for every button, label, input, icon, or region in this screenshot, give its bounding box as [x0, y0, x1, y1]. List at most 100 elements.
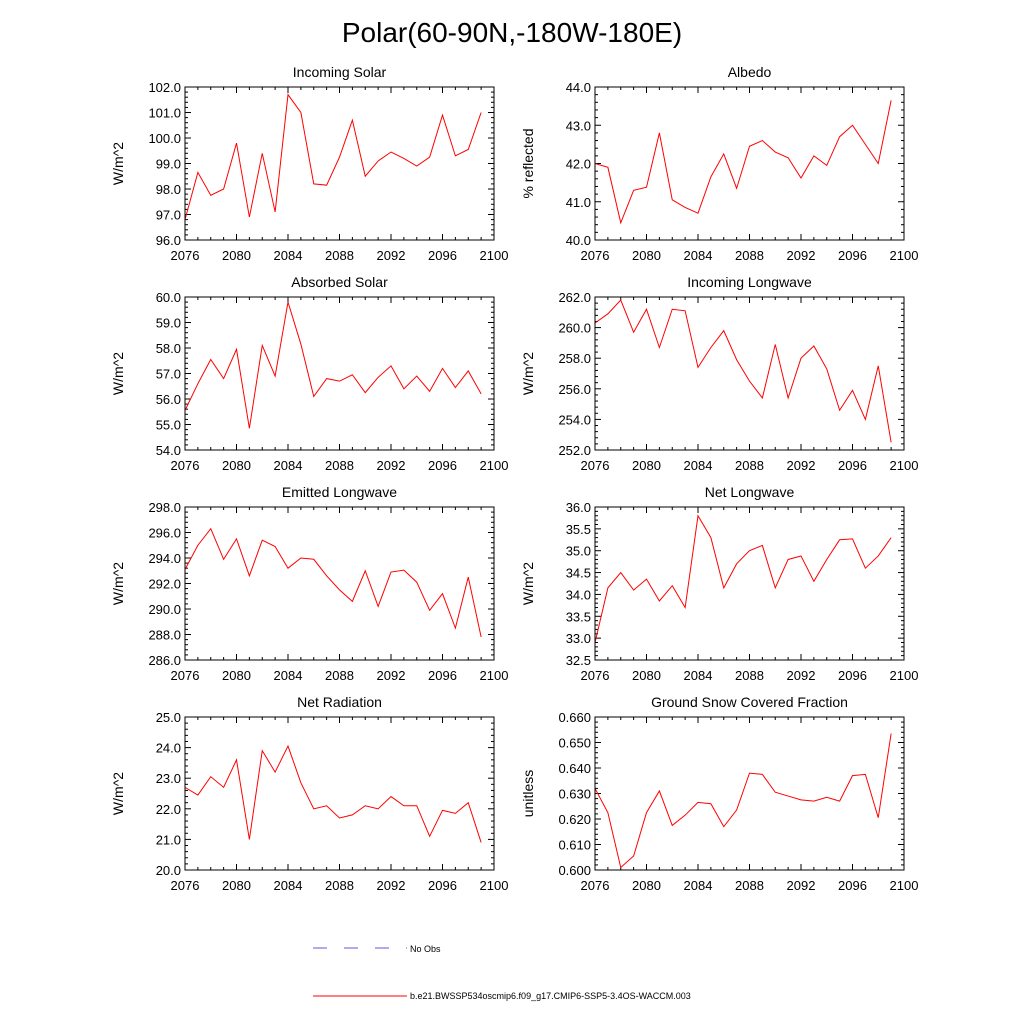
y-tick-label: 298.0	[148, 500, 181, 515]
x-tick-label: 2080	[632, 668, 661, 683]
y-tick-label: 32.5	[566, 653, 591, 668]
y-tick-label: 0.620	[558, 812, 591, 827]
legend: No Obs b.e21.BWSSP534oscmip6.f09_g17.CMI…	[313, 944, 691, 1001]
chart-panel-4: Incoming Longwave W/m^2 2076 2080 2084 2088 20…	[520, 274, 918, 473]
x-tick-label: 2080	[632, 248, 661, 263]
series-line	[184, 527, 482, 638]
x-tick-label: 2080	[222, 458, 251, 473]
figure-title: Polar(60-90N,-180W-180E)	[342, 17, 682, 48]
x-tick-label: 2076	[171, 458, 200, 473]
y-tick-label: 0.640	[558, 761, 591, 776]
y-tick-label: 59.0	[156, 316, 181, 331]
y-tick-label: 296.0	[148, 526, 181, 541]
x-tick-label: 2076	[581, 248, 610, 263]
y-tick-label: 22.0	[156, 802, 181, 817]
x-tick-label: 2092	[787, 458, 816, 473]
legend-model-label: b.e21.BWSSP534oscmip6.f09_g17.CMIP6-SSP5…	[410, 991, 691, 1001]
series-line	[594, 514, 892, 643]
x-tick-label: 2100	[890, 458, 919, 473]
y-tick-label: 101.0	[148, 106, 181, 121]
series-line	[184, 744, 482, 843]
plot-frame	[184, 716, 495, 871]
y-tick-label: 98.0	[156, 182, 181, 197]
chart-panel-7: Net Radiation W/m^2 2076 2080 2084 2088 2092 20…	[110, 694, 508, 893]
y-tick-label: 288.0	[148, 628, 181, 643]
y-tick-label: 0.630	[558, 787, 591, 802]
y-tick-label: 292.0	[148, 577, 181, 592]
x-tick-label: 2076	[581, 878, 610, 893]
x-tick-label: 2088	[325, 248, 354, 263]
x-tick-label: 2088	[325, 458, 354, 473]
y-tick-label: 258.0	[558, 351, 591, 366]
y-tick-label: 0.650	[558, 736, 591, 751]
x-tick-label: 2088	[735, 458, 764, 473]
y-tick-label: 290.0	[148, 602, 181, 617]
x-tick-label: 2088	[325, 668, 354, 683]
x-tick-label: 2084	[684, 248, 713, 263]
legend-obs-label: No Obs	[410, 944, 441, 954]
y-axis-label: W/m^2	[110, 772, 126, 815]
plot-frame	[594, 716, 905, 871]
y-tick-label: 54.0	[156, 443, 181, 458]
chart-title: Incoming Longwave	[687, 274, 812, 290]
y-tick-label: 23.0	[156, 771, 181, 786]
chart-title: Absorbed Solar	[291, 274, 388, 290]
y-tick-label: 96.0	[156, 233, 181, 248]
y-tick-label: 286.0	[148, 653, 181, 668]
x-tick-label: 2088	[735, 248, 764, 263]
plot-frame	[184, 506, 495, 661]
chart-title: Net Radiation	[297, 694, 382, 710]
series-line	[594, 100, 892, 225]
series-line	[184, 301, 482, 429]
x-tick-label: 2092	[787, 248, 816, 263]
y-tick-label: 24.0	[156, 741, 181, 756]
x-tick-label: 2092	[377, 668, 406, 683]
chart-panel-2: Albedo % reflected 2076 2080 2084 2088 2092 209…	[520, 64, 918, 263]
x-tick-label: 2084	[274, 458, 303, 473]
x-tick-label: 2076	[581, 458, 610, 473]
x-tick-label: 2076	[581, 668, 610, 683]
y-tick-label: 33.5	[566, 609, 591, 624]
y-axis-label: unitless	[520, 770, 536, 817]
y-tick-label: 34.0	[566, 587, 591, 602]
x-tick-label: 2080	[222, 668, 251, 683]
y-tick-label: 35.5	[566, 522, 591, 537]
x-tick-label: 2080	[222, 878, 251, 893]
x-tick-label: 2096	[428, 458, 457, 473]
x-tick-label: 2084	[274, 248, 303, 263]
x-tick-label: 2092	[377, 248, 406, 263]
y-tick-label: 294.0	[148, 551, 181, 566]
y-tick-label: 41.0	[566, 195, 591, 210]
x-tick-label: 2100	[890, 248, 919, 263]
x-tick-label: 2092	[787, 878, 816, 893]
plot-frame	[184, 296, 495, 451]
chart-panel-6: Net Longwave W/m^2 2076 2080 2084 2088 2092 209…	[520, 484, 918, 683]
y-tick-label: 34.5	[566, 566, 591, 581]
y-tick-label: 56.0	[156, 392, 181, 407]
y-tick-label: 0.610	[558, 838, 591, 853]
chart-title: Ground Snow Covered Fraction	[651, 694, 848, 710]
x-tick-label: 2096	[838, 458, 867, 473]
y-tick-label: 35.0	[566, 544, 591, 559]
x-tick-label: 2076	[171, 878, 200, 893]
x-tick-label: 2080	[222, 248, 251, 263]
x-tick-label: 2076	[171, 668, 200, 683]
x-tick-label: 2096	[428, 248, 457, 263]
plot-frame	[594, 86, 905, 241]
x-tick-label: 2076	[171, 248, 200, 263]
x-tick-label: 2096	[838, 248, 867, 263]
y-tick-label: 21.0	[156, 832, 181, 847]
y-tick-label: 58.0	[156, 341, 181, 356]
series-line	[184, 93, 482, 220]
y-axis-label: W/m^2	[520, 352, 536, 395]
x-tick-label: 2096	[838, 668, 867, 683]
x-tick-label: 2100	[480, 668, 509, 683]
y-tick-label: 260.0	[558, 321, 591, 336]
x-tick-label: 2092	[377, 458, 406, 473]
x-tick-label: 2084	[684, 668, 713, 683]
y-axis-label: % reflected	[520, 128, 536, 198]
chart-panel-8: Ground Snow Covered Fraction unitless 2076…	[520, 694, 918, 893]
y-axis-label: W/m^2	[110, 142, 126, 185]
y-tick-label: 97.0	[156, 208, 181, 223]
y-tick-label: 252.0	[558, 443, 591, 458]
